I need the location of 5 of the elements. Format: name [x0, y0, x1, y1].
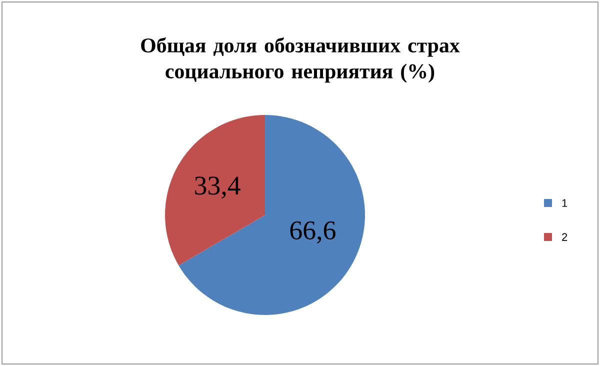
legend-label: 1	[562, 199, 568, 207]
data-label: 33,4	[195, 176, 240, 199]
data-label: 66,6	[290, 221, 336, 244]
chart-title: Общая доля обозначивших страх социального неприятия (%)	[141, 37, 460, 83]
legend-label: 2	[562, 233, 568, 241]
